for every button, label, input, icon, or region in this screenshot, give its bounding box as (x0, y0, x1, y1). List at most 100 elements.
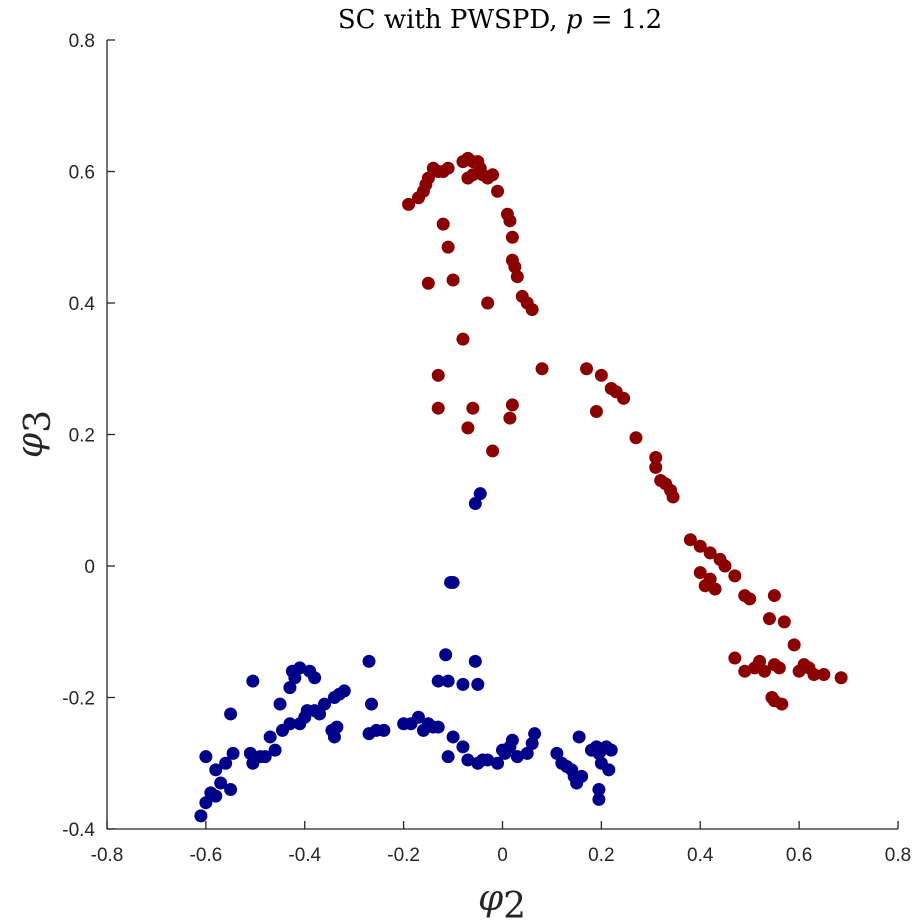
chart-title: SC with PWSPD, p = 1.2 (338, 5, 662, 35)
x-tick-label: 0.6 (786, 845, 812, 866)
data-point-cluster-2 (268, 743, 282, 757)
data-point-cluster-1 (505, 230, 519, 244)
y-tick-label: 0.6 (69, 163, 95, 184)
data-point-cluster-2 (602, 763, 616, 777)
data-point-cluster-1 (402, 197, 416, 211)
data-point-cluster-1 (762, 612, 776, 626)
data-point-cluster-1 (629, 431, 643, 445)
data-point-cluster-1 (503, 214, 517, 228)
data-point-cluster-1 (767, 589, 781, 603)
data-point-cluster-2 (263, 730, 277, 744)
data-point-cluster-1 (683, 533, 697, 547)
data-point-cluster-1 (738, 664, 752, 678)
data-point-cluster-1 (777, 615, 791, 629)
data-point-cluster-1 (441, 161, 455, 175)
data-point-cluster-2 (550, 746, 564, 760)
x-axis-label-symbol: φ (478, 878, 504, 919)
data-point-cluster-1 (505, 398, 519, 412)
data-point-cluster-2 (362, 654, 376, 668)
data-point-cluster-1 (421, 276, 435, 290)
y-tick-label: -0.2 (62, 689, 95, 710)
y-axis-label-symbol: φ (10, 432, 51, 458)
points-layer (194, 151, 848, 823)
x-tick-label: -0.2 (387, 845, 420, 866)
x-tick-label: 0.2 (588, 845, 614, 866)
data-point-cluster-2 (441, 750, 455, 764)
data-point-cluster-2 (194, 809, 208, 823)
data-point-cluster-1 (817, 667, 831, 681)
data-point-cluster-1 (491, 184, 505, 198)
data-point-cluster-1 (466, 168, 480, 182)
data-point-cluster-1 (461, 421, 475, 435)
data-point-cluster-2 (572, 730, 586, 744)
data-point-cluster-2 (243, 746, 257, 760)
data-point-cluster-2 (318, 697, 332, 711)
y-tick-label: 0 (84, 557, 95, 578)
data-point-cluster-1 (589, 404, 603, 418)
x-axis-label-subscript: 2 (503, 886, 526, 920)
y-tick-label: 0.2 (69, 426, 95, 447)
data-point-cluster-1 (446, 273, 460, 287)
data-point-cluster-1 (486, 444, 500, 458)
data-point-cluster-1 (431, 401, 445, 415)
x-tick-label: 0.4 (687, 845, 714, 866)
y-axis-label: φ3 (10, 410, 59, 458)
data-point-cluster-1 (535, 362, 549, 376)
data-point-cluster-1 (834, 671, 848, 685)
data-point-cluster-1 (743, 592, 757, 606)
data-point-cluster-2 (491, 756, 505, 770)
data-point-cluster-1 (698, 579, 712, 593)
data-point-cluster-2 (327, 730, 341, 744)
data-point-cluster-2 (456, 740, 470, 754)
data-point-cluster-2 (468, 654, 482, 668)
data-point-cluster-2 (473, 487, 487, 501)
data-point-cluster-2 (446, 730, 460, 744)
data-point-cluster-2 (528, 727, 542, 741)
data-point-cluster-1 (436, 217, 450, 231)
data-point-cluster-1 (466, 401, 480, 415)
chart-title-variable: p (566, 5, 583, 35)
data-point-cluster-1 (431, 368, 445, 382)
y-tick-label: 0.8 (69, 31, 95, 52)
data-point-cluster-1 (758, 664, 772, 678)
data-point-cluster-1 (703, 546, 717, 560)
data-point-cluster-1 (772, 661, 786, 675)
data-point-cluster-1 (456, 332, 470, 346)
data-point-cluster-1 (525, 303, 539, 317)
data-point-cluster-2 (330, 720, 344, 734)
data-point-cluster-2 (224, 707, 238, 721)
data-point-cluster-2 (525, 737, 539, 751)
data-point-cluster-1 (807, 667, 821, 681)
data-point-cluster-1 (510, 270, 524, 284)
x-tick-label: 0 (497, 845, 508, 866)
y-ticks: -0.4 -0.2 0 0.2 0.4 0.6 0.8 (62, 31, 115, 841)
data-point-cluster-1 (421, 171, 435, 185)
data-point-cluster-2 (510, 750, 524, 764)
data-point-cluster-2 (209, 763, 223, 777)
data-point-cluster-2 (337, 684, 351, 698)
x-axis-label: φ2 (478, 878, 526, 920)
data-point-cluster-2 (214, 776, 228, 790)
data-point-cluster-1 (617, 391, 631, 405)
data-point-cluster-2 (456, 677, 470, 691)
x-tick-label: -0.4 (288, 845, 321, 866)
data-point-cluster-2 (219, 756, 233, 770)
data-point-cluster-2 (575, 769, 589, 783)
data-point-cluster-1 (718, 559, 732, 573)
data-point-cluster-2 (471, 677, 485, 691)
y-axis-label-subscript: 3 (18, 410, 59, 433)
data-point-cluster-2 (431, 674, 445, 688)
data-point-cluster-2 (283, 717, 297, 731)
data-point-cluster-1 (787, 638, 801, 652)
y-tick-label: 0.4 (69, 294, 96, 315)
data-point-cluster-2 (604, 743, 618, 757)
data-point-cluster-2 (199, 750, 213, 764)
chart-title-suffix: = 1.2 (582, 5, 662, 35)
data-point-cluster-1 (508, 260, 522, 274)
data-point-cluster-2 (293, 661, 307, 675)
data-point-cluster-2 (226, 746, 240, 760)
data-point-cluster-2 (592, 792, 606, 806)
data-point-cluster-2 (461, 753, 475, 767)
data-point-cluster-2 (431, 720, 445, 734)
